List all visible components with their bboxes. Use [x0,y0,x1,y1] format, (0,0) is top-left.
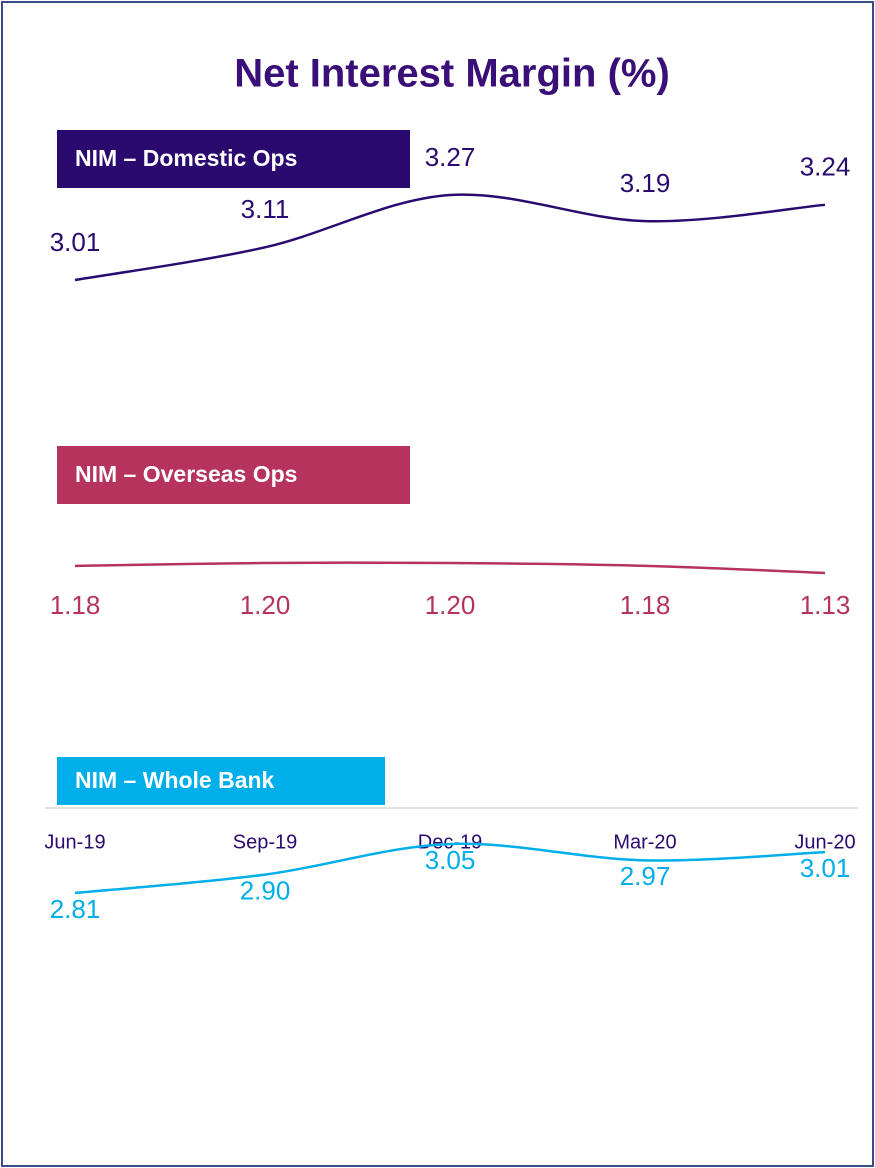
data-label: 2.90 [240,876,291,906]
data-label: 3.01 [800,853,851,883]
data-label: 1.13 [800,590,851,620]
series-name: NIM – Whole Bank [75,767,275,793]
series-badge [57,757,385,805]
x-tick-label: Mar-20 [613,831,676,853]
x-tick-label: Sep-19 [233,831,298,853]
data-label: 3.05 [425,845,476,875]
series-line [74,193,826,282]
data-label: 3.24 [800,152,851,182]
data-label: 1.20 [425,590,476,620]
data-label: 1.18 [620,590,671,620]
data-label: 3.19 [620,168,671,198]
series-line [74,842,826,895]
data-label: 1.20 [240,590,291,620]
series-badge [57,446,410,504]
series-name: NIM – Domestic Ops [75,145,297,171]
data-label: 1.18 [50,590,101,620]
chart-title: Net Interest Margin (%) [234,52,670,96]
data-label: 2.81 [50,894,101,924]
x-tick-label: Jun-20 [794,831,855,853]
data-label: 3.11 [241,194,290,224]
data-label: 2.97 [620,861,671,891]
series-line [74,561,826,575]
x-tick-label: Dec-19 [418,831,482,853]
x-tick-label: Jun-19 [44,831,105,853]
data-label: 3.27 [425,142,476,172]
data-label: 3.01 [50,227,101,257]
series-name: NIM – Overseas Ops [75,461,297,487]
series-badge [57,130,410,188]
